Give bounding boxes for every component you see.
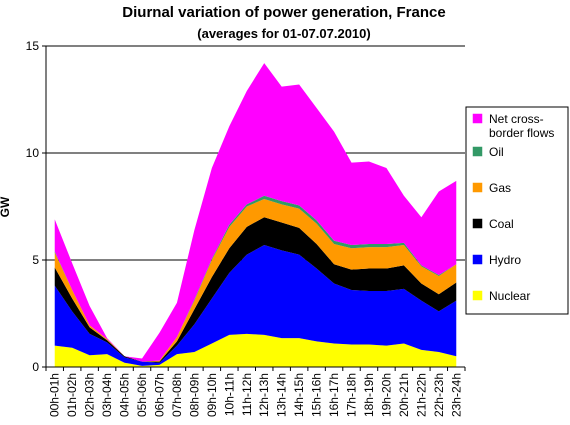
x-tick-label: 08h-09h xyxy=(187,373,201,417)
y-tick-label: 10 xyxy=(26,146,40,160)
legend-label-nuclear: Nuclear xyxy=(489,289,530,303)
legend-label-hydro: Hydro xyxy=(489,253,521,267)
legend-label-net-cross-border-flows: Net cross- xyxy=(489,112,544,126)
x-tick-label: 09h-10h xyxy=(205,373,219,417)
x-tick-label: 12h-13h xyxy=(257,373,271,417)
chart-title: Diurnal variation of power generation, F… xyxy=(122,4,445,21)
x-tick-label: 10h-11h xyxy=(222,373,236,416)
x-tick-label: 15h-16h xyxy=(310,373,324,417)
legend: Net cross-border flows Oil Gas Coal Hydro Nuc… xyxy=(465,106,569,315)
legend-swatch-hydro xyxy=(472,254,483,265)
x-tick-label: 13h-14h xyxy=(275,373,289,417)
area-nuclear xyxy=(54,333,457,367)
x-tick-label: 14h-15h xyxy=(292,373,306,417)
x-tick-label: 03h-04h xyxy=(100,373,114,417)
legend-box xyxy=(465,106,569,315)
stacked-areas xyxy=(54,63,457,367)
legend-swatch-nuclear xyxy=(472,290,483,301)
y-tick-label: 0 xyxy=(32,360,39,374)
x-tick-label: 23h-24h xyxy=(449,373,463,417)
y-axis-title: GW xyxy=(0,196,12,217)
y-tick-label: 5 xyxy=(32,253,39,267)
x-tick-label: 05h-06h xyxy=(135,373,149,417)
x-tick-labels: 00h-01h 01h-02h 02h-03h 03h-04h 04h-05h 05h-0… xyxy=(45,367,466,417)
x-tick-label: 16h-17h xyxy=(327,373,341,417)
area-hydro xyxy=(54,245,457,366)
y-tick-label: 15 xyxy=(26,39,40,53)
x-tick-label: 22h-23h xyxy=(432,373,446,417)
legend-swatch-coal xyxy=(472,218,483,229)
x-tick-label: 18h-19h xyxy=(362,373,376,417)
legend-label-net-cross-border-flows: border flows xyxy=(489,126,554,140)
legend-swatch-gas xyxy=(472,182,483,193)
area-coal xyxy=(54,217,457,363)
legend-label-oil: Oil xyxy=(489,145,504,159)
legend-label-gas: Gas xyxy=(489,181,511,195)
x-tick-label: 07h-08h xyxy=(170,373,184,417)
legend-swatch-oil xyxy=(472,146,483,157)
x-tick-label: 00h-01h xyxy=(48,373,62,417)
x-tick-label: 06h-07h xyxy=(152,373,166,417)
x-tick-label: 21h-22h xyxy=(414,373,428,417)
y-tick-labels: 0 5 10 15 xyxy=(26,39,46,374)
x-tick-label: 02h-03h xyxy=(83,373,97,417)
legend-swatch-net-cross-border-flows xyxy=(472,113,483,124)
x-tick-label: 19h-20h xyxy=(379,373,393,417)
x-tick-label: 11h-12h xyxy=(240,373,254,416)
x-tick-label: 20h-21h xyxy=(397,373,411,417)
x-tick-label: 04h-05h xyxy=(118,373,132,417)
area-net-cross-border-flows xyxy=(54,63,457,362)
x-tick-label: 17h-18h xyxy=(345,373,359,417)
legend-label-coal: Coal xyxy=(489,217,514,231)
x-tick-label: 01h-02h xyxy=(65,373,79,417)
chart-subtitle: (averages for 01-07.07.2010) xyxy=(197,26,370,41)
